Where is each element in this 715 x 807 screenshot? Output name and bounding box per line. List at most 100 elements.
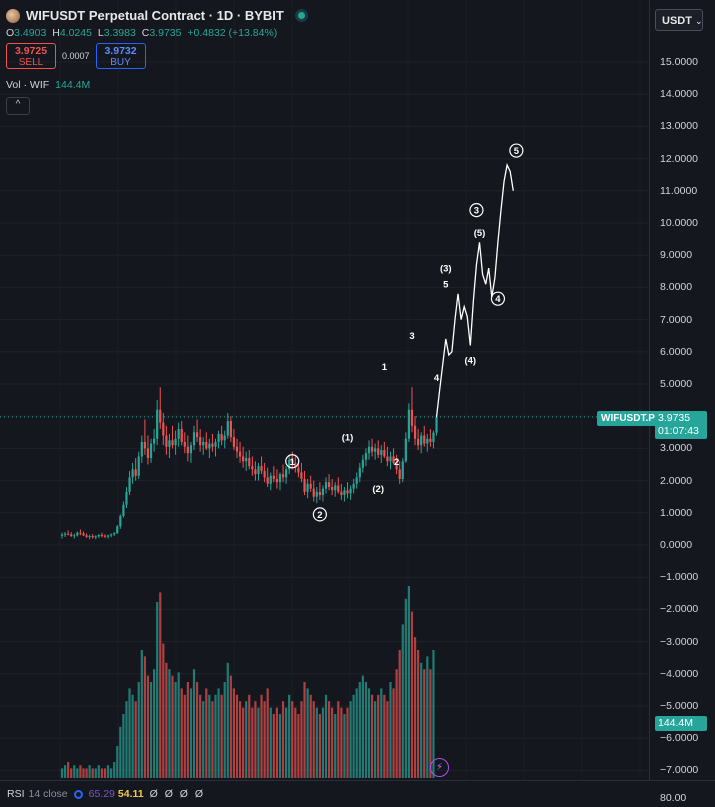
chart-header: WIFUSDT Perpetual Contract · 1D · BYBIT … [6, 8, 305, 115]
candle [334, 482, 337, 497]
candle [324, 477, 328, 494]
volume-bar [143, 656, 146, 778]
candle [79, 529, 82, 536]
candle [386, 446, 389, 467]
candle [232, 429, 236, 451]
volume-bar [392, 688, 395, 778]
volume-bar [386, 701, 389, 778]
volume-bar [398, 650, 401, 778]
candle [404, 432, 407, 463]
candle [146, 435, 150, 465]
wave-label: 1 [285, 454, 300, 469]
volume-bar [352, 694, 355, 778]
currency-label: USDT [662, 15, 692, 27]
open-value: 3.4903 [14, 27, 47, 39]
candle [266, 467, 269, 488]
candle [103, 534, 107, 538]
candle [171, 425, 174, 449]
buy-button[interactable]: 3.9732 BUY [95, 43, 146, 69]
price-tick: −2.0000 [660, 603, 699, 616]
price-axis[interactable]: 15.0000 14.0000 13.0000 12.0000 11.0000 10.00… [650, 0, 715, 806]
candle [257, 462, 260, 481]
volume-bar [223, 682, 226, 778]
volume-bar [242, 707, 245, 778]
volume-bar [60, 768, 64, 778]
volume-bar [235, 694, 239, 778]
ohlc-legend: O3.4903 H4.0245 L3.3983 C3.9735 +0.4832 … [6, 27, 305, 39]
volume-bar [272, 714, 275, 778]
candle [116, 525, 119, 535]
volume-bar [245, 701, 248, 778]
candle [186, 435, 189, 462]
volume-bar [257, 707, 260, 778]
candle [122, 501, 125, 518]
spread-value: 0.0007 [62, 51, 90, 61]
candle [389, 451, 392, 470]
rsi-legend: RSI 14 close 65.29 54.11 Ø Ø Ø Ø [7, 788, 205, 800]
candle [355, 472, 358, 489]
candle [119, 514, 122, 529]
volume-bar [70, 768, 73, 778]
volume-bar [116, 746, 119, 778]
candle [205, 432, 208, 451]
volume-bar [67, 762, 70, 778]
candle [288, 454, 291, 475]
price-tick: 1.0000 [660, 506, 693, 519]
volume-bar [297, 714, 300, 778]
candle [128, 470, 131, 496]
candle [211, 433, 214, 452]
buy-price: 3.9732 [104, 45, 137, 57]
volume-bar [122, 714, 125, 778]
candle [73, 533, 76, 539]
price-tick: 14.0000 [660, 88, 698, 101]
wave-label: (5) [474, 228, 486, 239]
volume-bar [208, 694, 211, 778]
candle [97, 534, 100, 538]
volume-bar [426, 656, 429, 778]
candle [180, 421, 183, 446]
volume-bar [337, 701, 340, 778]
price-tick: −4.0000 [660, 667, 699, 680]
candle [380, 445, 383, 463]
open-label: O [6, 27, 15, 39]
sell-button[interactable]: 3.9725 SELL [6, 43, 56, 69]
candle [137, 451, 140, 479]
volume-bar [217, 688, 220, 778]
wave-label-text: 1 [290, 457, 296, 468]
volume-legend: Vol · WIF 144.4M [6, 79, 305, 91]
volume-bar [180, 688, 183, 778]
candle [251, 456, 254, 476]
candle [94, 535, 97, 540]
candle [321, 485, 325, 502]
volume-bar [79, 765, 82, 778]
volume-bar [232, 688, 236, 778]
close-value: 3.9735 [149, 27, 182, 39]
wave-label-text: 4 [434, 373, 440, 384]
volume-bar [349, 701, 352, 778]
candle [303, 470, 306, 496]
volume-bar [260, 694, 263, 778]
sell-price: 3.9725 [14, 45, 48, 57]
candle [337, 477, 340, 494]
volume-bars [60, 586, 435, 778]
collapse-legend-button[interactable]: ^ [6, 97, 30, 115]
volume-bar [76, 768, 79, 778]
price-tick: 12.0000 [660, 152, 698, 165]
volume-bar [340, 707, 343, 778]
volume-price-tag: 144.4M [655, 716, 707, 731]
bolt-icon[interactable]: ⚡ [430, 758, 449, 777]
volume-bar [248, 694, 251, 778]
volume-bar [306, 688, 309, 778]
volume-bar [377, 694, 380, 778]
price-tick: 13.0000 [660, 120, 698, 133]
volume-bar [417, 650, 420, 778]
volume-bar [300, 701, 303, 778]
candle [106, 534, 110, 539]
volume-bar [110, 768, 113, 778]
rsi-settings-icon[interactable] [73, 790, 83, 799]
price-tick: −1.0000 [660, 571, 699, 584]
currency-select[interactable]: USDT ⌄ [655, 9, 703, 31]
volume-bar [294, 707, 297, 778]
volume-bar [346, 707, 349, 778]
